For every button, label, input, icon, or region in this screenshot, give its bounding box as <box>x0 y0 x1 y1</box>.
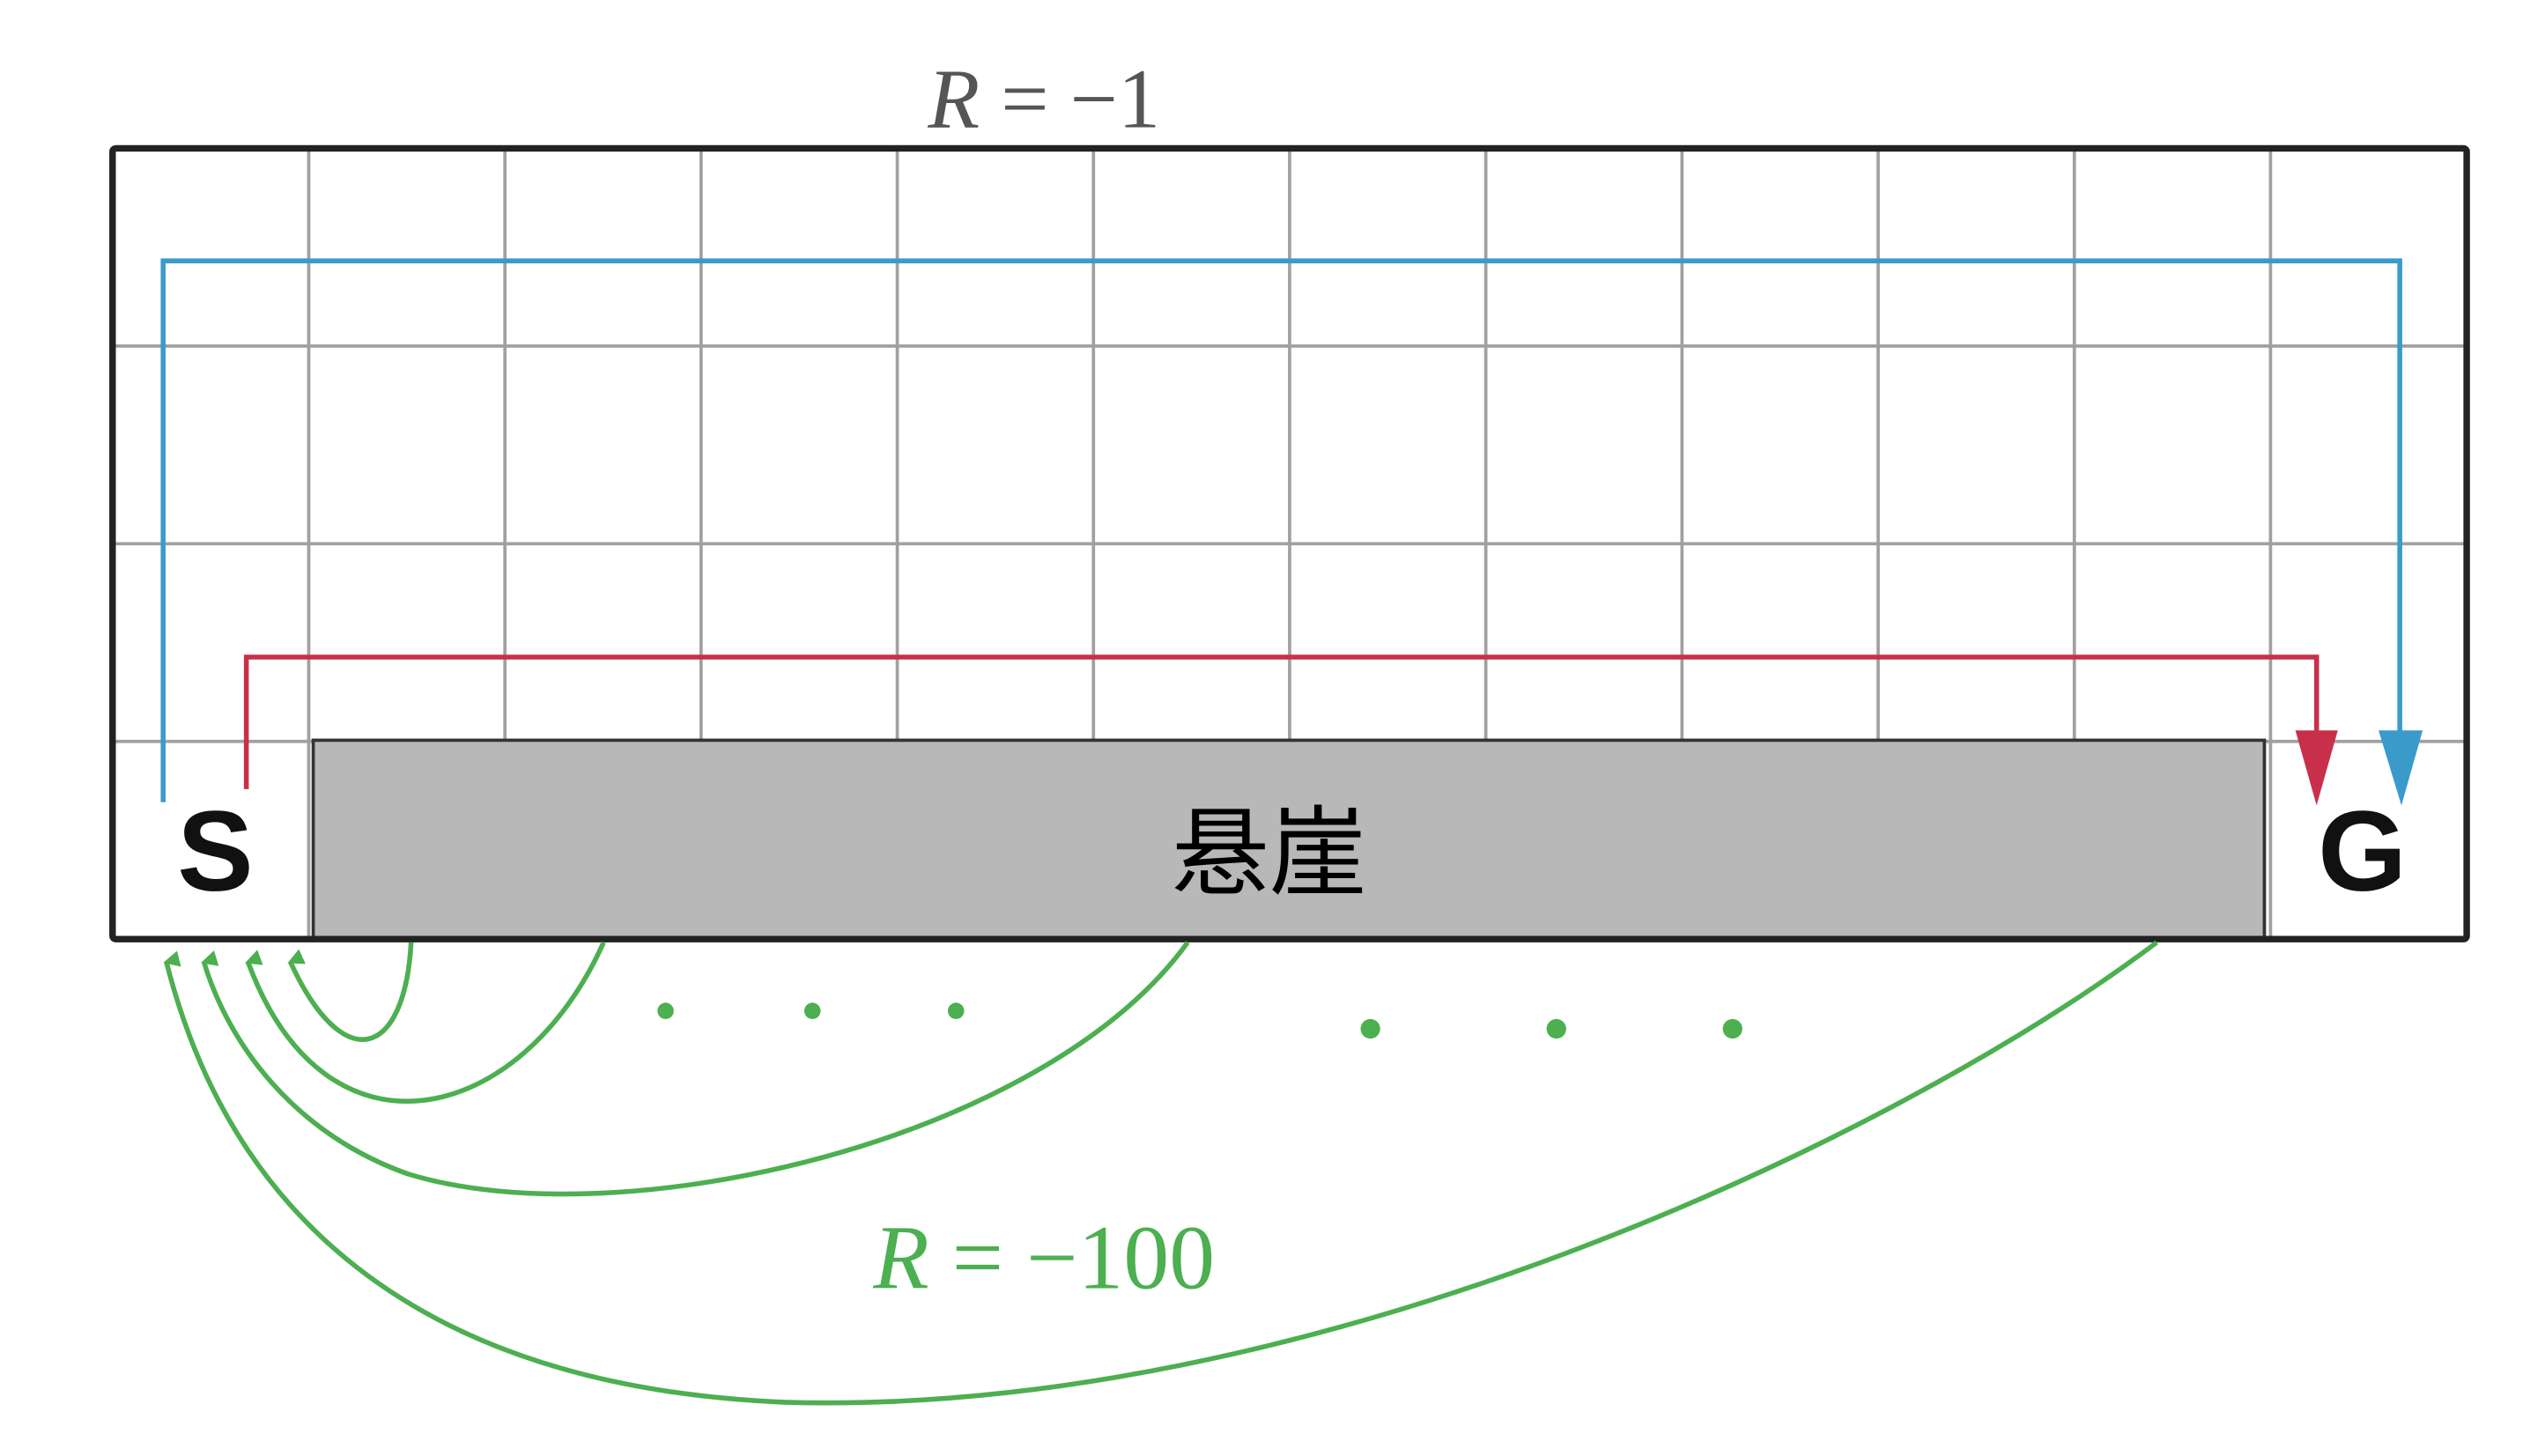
ellipsis-dots <box>657 1002 1742 1039</box>
safe-path-line <box>160 258 2402 802</box>
reward-equals: = <box>929 1208 1026 1308</box>
fall-arrow <box>163 940 2158 1406</box>
bottom-reward-label: R = −100 <box>872 1208 1215 1308</box>
fall-arrow <box>200 941 1190 1197</box>
start-label: S <box>177 788 253 915</box>
reward-equals: = <box>980 51 1069 145</box>
optimal-path-arrowhead-icon <box>2295 730 2338 806</box>
grid-border <box>109 144 2470 942</box>
fall-arrow <box>287 942 414 1042</box>
reward-value: −100 <box>1026 1208 1215 1308</box>
fall-arrow <box>245 941 606 1104</box>
reward-variable: R <box>872 1208 928 1308</box>
reward-value: −1 <box>1070 51 1160 145</box>
optimal-path-line <box>243 654 2319 789</box>
goal-label: G <box>2318 788 2407 915</box>
top-reward-label: R = −1 <box>927 51 1160 145</box>
safe-path-arrowhead-icon <box>2379 730 2423 806</box>
fall-arrows <box>163 940 2158 1406</box>
reward-variable: R <box>927 51 980 145</box>
cliff-region <box>311 738 2267 942</box>
cliff-label: 悬崖 <box>1172 797 1367 911</box>
